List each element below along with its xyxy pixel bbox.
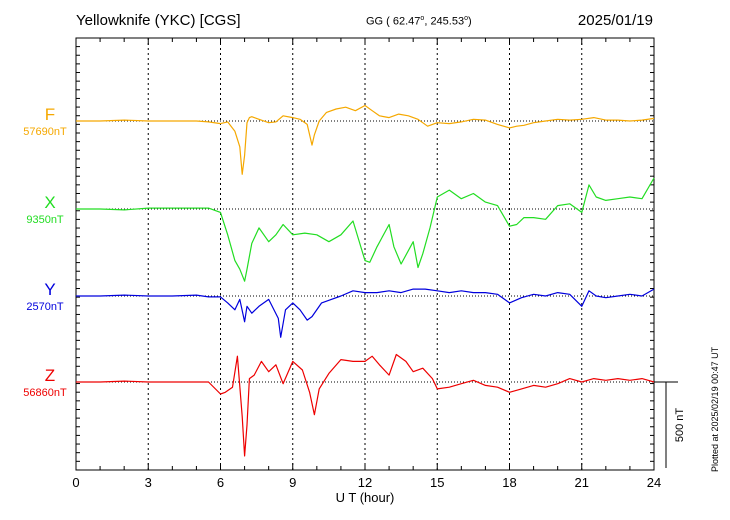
x-tick-label: 24 [647,475,661,490]
channel-letter-x: X [44,193,56,212]
degree-sign-2: o [464,15,468,22]
date-title: 2025/01/19 [577,12,653,29]
plotted-timestamp: Plotted at 2025/02/19 00:47 UT [710,346,720,472]
traces [76,104,655,457]
baselines [76,120,654,383]
x-tick-label: 21 [575,475,589,490]
scale-bar-label: 500 nT [674,408,686,443]
x-tick-label: 6 [217,475,224,490]
coords-lon: , 245.53 [424,15,465,28]
x-tick-label: 3 [145,475,152,490]
coordinates: GG ( 62.47o, 245.53o) [366,15,472,28]
axis-ticks [75,38,655,471]
trace-f [76,104,655,175]
degree-sign-1: o [420,15,425,22]
channel-letter-y: Y [44,280,56,299]
x-tick-label: 0 [72,475,79,490]
coords-lat: GG ( 62.47 [366,15,421,28]
x-tick-label: 15 [430,475,444,490]
channel-baseline-z: 56860nT [23,387,67,399]
x-tick-labels: 0 3 6 9 12 15 18 21 24 [72,475,661,490]
channel-baseline-y: 2570nT [26,301,64,313]
x-tick-label: 9 [289,475,296,490]
scale-bar: 500 nT [654,381,686,468]
channel-letter-z: Z [44,366,56,385]
trace-z [76,353,655,457]
channel-baseline-f: 57690nT [23,126,67,138]
channel-baseline-x: 9350nT [26,214,64,226]
grid-lines [147,38,583,470]
coords-close: ) [468,15,472,28]
x-tick-label: 12 [358,475,372,490]
trace-y [76,288,655,338]
channel-letter-f: F [44,105,56,124]
x-axis-label: U T (hour) [336,490,395,505]
station-title: Yellowknife (YKC) [CGS] [76,12,241,29]
x-tick-label: 18 [502,475,516,490]
trace-x [76,177,655,282]
